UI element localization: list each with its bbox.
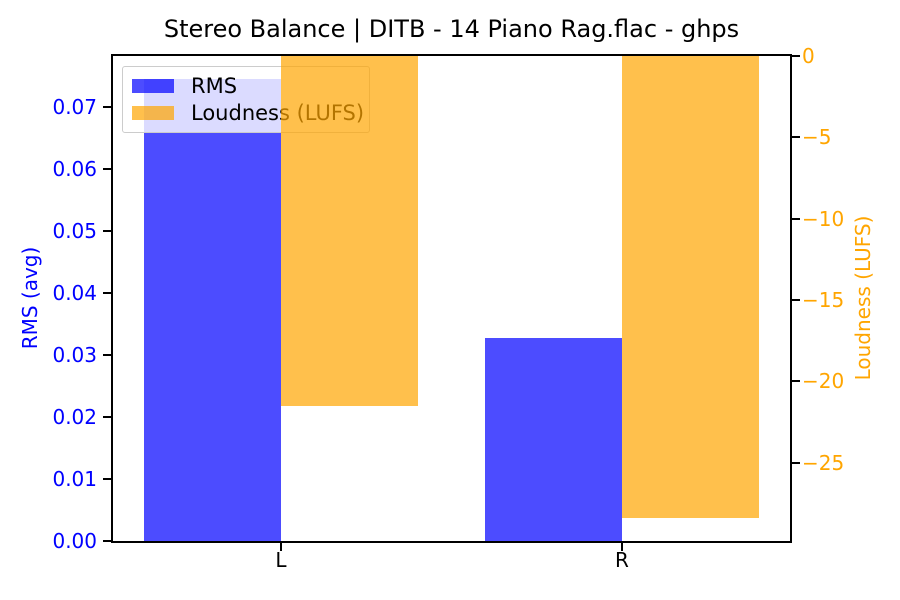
left-tick-label: 0.00 [52,529,97,553]
legend-entry-rms: RMS [132,75,369,97]
left-tick-label: 0.04 [52,280,97,305]
right-tick-label: −10 [802,206,845,231]
x-tick-L [280,543,282,551]
left-tick [103,229,111,232]
rms-bar-R [485,337,622,541]
left-tick [103,353,111,356]
right-tick [792,380,800,383]
right-tick [792,298,800,301]
right-tick [792,136,800,139]
plot-area [111,54,792,543]
left-tick [103,540,111,542]
left-tick-label: 0.05 [52,218,97,243]
rms-bar-L [144,79,281,541]
legend-label-rms: RMS [191,73,238,98]
chart-title: Stereo Balance | DITB - 14 Piano Rag.fla… [163,15,740,43]
right-tick [792,217,800,220]
right-tick [792,55,800,57]
right-axis-label: Loudness (LUFS) [851,215,875,381]
left-tick [103,477,111,480]
left-tick [103,415,111,418]
left-tick-label: 0.06 [52,156,97,181]
loudness-legend-swatch-icon [132,106,174,120]
right-tick-label: −25 [802,450,845,475]
right-tick-label: −15 [802,287,845,312]
left-tick-label: 0.07 [52,94,97,119]
loudness-bar-R [622,56,759,518]
right-tick [792,461,800,464]
left-tick [103,105,111,108]
rms-legend-swatch-icon [132,79,174,93]
left-tick-label: 0.01 [52,466,97,491]
left-tick [103,291,111,294]
right-tick-label: −20 [802,369,845,394]
left-tick [103,167,111,170]
right-tick-label: −5 [802,125,832,150]
right-tick-label: 0 [802,44,815,68]
left-tick-label: 0.03 [52,342,97,367]
x-tick-label-L: L [275,548,287,572]
x-tick-label-R: R [615,548,629,572]
loudness-bar-L [281,56,418,406]
left-tick-label: 0.02 [52,404,97,429]
x-tick-R [621,543,623,551]
